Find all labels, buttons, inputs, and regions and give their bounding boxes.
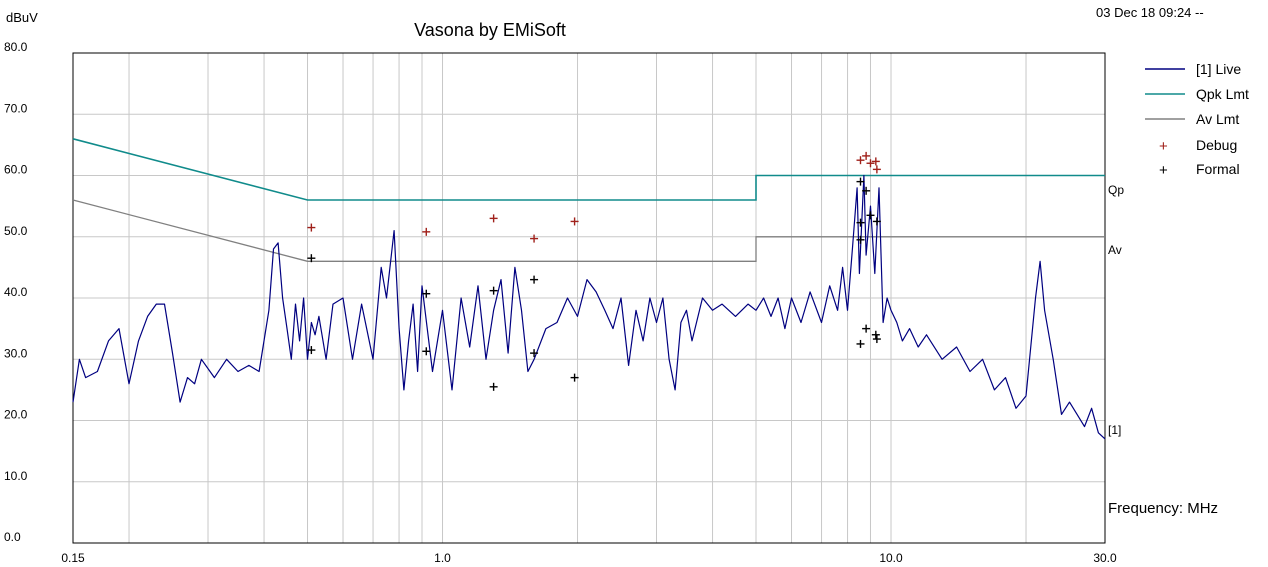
formal-marker (856, 177, 865, 186)
formal-marker (866, 211, 875, 220)
debug-marker (422, 227, 431, 236)
y-tick-label: 20.0 (4, 408, 28, 422)
debug-marker (871, 157, 880, 166)
debug-marker (872, 165, 881, 174)
legend-debug-marker: + (1159, 138, 1168, 155)
frequency-unit-label: Frequency: MHz (1108, 500, 1218, 517)
formal-marker (570, 373, 579, 382)
legend-formal-label: Formal (1196, 161, 1240, 177)
y-tick-label: 60.0 (4, 163, 28, 177)
trace-end-label: [1] (1108, 423, 1121, 437)
live-trace-line (72, 174, 1106, 440)
x-tick-labels: 0.15 1.0 10.0 30.0 (61, 551, 1117, 565)
y-tick-label: 30.0 (4, 346, 28, 360)
debug-marker (530, 234, 539, 243)
debug-marker (570, 217, 579, 226)
formal-marker (872, 217, 881, 226)
legend-formal-marker: + (1159, 162, 1168, 179)
formal-marker (530, 275, 539, 284)
formal-marker (856, 235, 865, 244)
formal-marker (489, 286, 498, 295)
y-tick-label: 10.0 (4, 469, 28, 483)
y-unit-label: dBuV (6, 10, 38, 25)
legend-live-label: [1] Live (1196, 61, 1241, 77)
plot-frame (72, 52, 1106, 544)
x-tick-label: 30.0 (1093, 551, 1117, 565)
y-tick-label: 80.0 (4, 40, 28, 54)
formal-marker (307, 254, 316, 263)
y-tick-label: 0.0 (4, 530, 21, 544)
formal-marker (871, 330, 880, 339)
grid-lines (73, 53, 1105, 543)
debug-marker (307, 223, 316, 232)
debug-marker (866, 159, 875, 168)
debug-marker (489, 214, 498, 223)
y-tick-label: 40.0 (4, 285, 28, 299)
timestamp: 03 Dec 18 09:24 -- (1096, 5, 1204, 20)
formal-marker (872, 335, 881, 344)
formal-marker (856, 339, 865, 348)
formal-marker (530, 349, 539, 358)
y-tick-labels: 0.0 10.0 20.0 30.0 40.0 50.0 60.0 70.0 80.0 (4, 40, 28, 544)
formal-marker (862, 186, 871, 195)
measurement-markers (307, 151, 881, 391)
legend: [1] Live Qpk Lmt Av Lmt + Debug + Formal (1145, 61, 1249, 179)
formal-marker (307, 346, 316, 355)
legend-av-label: Av Lmt (1196, 111, 1239, 127)
formal-marker (856, 218, 865, 227)
av-end-label: Av (1108, 243, 1122, 257)
formal-marker (489, 382, 498, 391)
y-tick-label: 50.0 (4, 224, 28, 238)
x-tick-label: 1.0 (434, 551, 451, 565)
qpk-limit-line (72, 138, 1105, 201)
debug-marker (862, 151, 871, 160)
chart-title: Vasona by EMiSoft (414, 20, 566, 40)
legend-debug-label: Debug (1196, 137, 1237, 153)
x-tick-label: 0.15 (61, 551, 85, 565)
formal-marker (862, 324, 871, 333)
debug-marker (856, 156, 865, 165)
live-trace (72, 174, 1106, 440)
legend-qpk-label: Qpk Lmt (1196, 86, 1249, 102)
formal-marker (422, 289, 431, 298)
y-tick-label: 70.0 (4, 101, 28, 115)
qp-end-label: Qp (1108, 183, 1124, 197)
x-tick-label: 10.0 (879, 551, 903, 565)
formal-marker (422, 347, 431, 356)
